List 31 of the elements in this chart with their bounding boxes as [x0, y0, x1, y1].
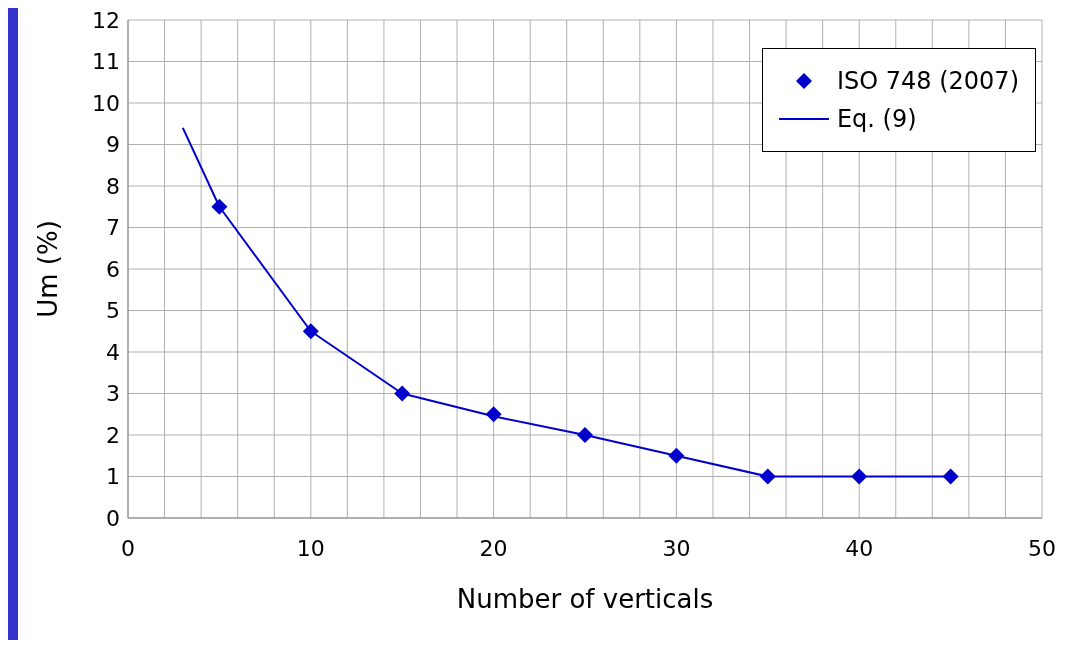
y-tick-label: 2: [106, 422, 120, 448]
y-tick-label: 8: [106, 173, 120, 199]
point: [394, 385, 411, 402]
y-tick-label: 5: [106, 298, 120, 324]
y-tick-label: 12: [92, 7, 120, 33]
point: [485, 406, 502, 423]
point: [759, 468, 776, 485]
y-tick-label: 9: [106, 132, 120, 158]
x-tick-label: 40: [845, 535, 874, 561]
point: [851, 468, 868, 485]
legend-label: Eq. (9): [836, 105, 917, 133]
x-tick-label: 30: [662, 535, 691, 561]
y-tick-label: 7: [106, 215, 120, 241]
point: [211, 198, 228, 215]
y-tick-label: 0: [106, 505, 120, 531]
point: [942, 468, 959, 485]
point: [577, 427, 593, 443]
y-tick-label: 11: [92, 49, 120, 75]
y-tick-label: 3: [106, 381, 120, 407]
point: [302, 323, 319, 340]
y-tick-label: 10: [92, 90, 120, 116]
legend-label: ISO 748 (2007): [836, 67, 1019, 95]
y-tick-label: 6: [106, 256, 120, 282]
x-tick-label: 50: [1028, 535, 1056, 561]
x-tick-label: 10: [296, 535, 325, 561]
x-tick-label: 20: [479, 535, 508, 561]
y-tick-label: 1: [106, 464, 120, 490]
y-axis-title: Um (%): [33, 220, 64, 318]
point: [668, 447, 685, 464]
x-axis-title: Number of verticals: [456, 584, 714, 614]
y-tick-label: 4: [106, 339, 120, 365]
